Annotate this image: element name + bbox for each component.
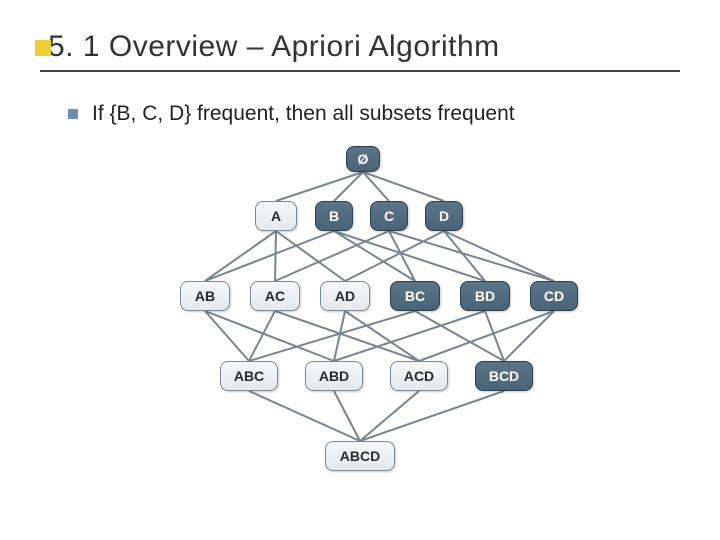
lattice-node-bd: BD bbox=[460, 281, 510, 311]
lattice-diagram: ØABCDABACADBCBDCDABCABDACDBCDABCD bbox=[140, 146, 580, 476]
lattice-node-abcd: ABCD bbox=[325, 441, 395, 471]
lattice-node-a: A bbox=[255, 201, 297, 231]
lattice-node-ad: AD bbox=[320, 281, 370, 311]
lattice-node-c: C bbox=[370, 201, 408, 231]
lattice-node-bc: BC bbox=[390, 281, 440, 311]
title-area: 5. 1 Overview – Apriori Algorithm bbox=[40, 30, 680, 72]
title-underline bbox=[40, 70, 680, 72]
slide-title: 5. 1 Overview – Apriori Algorithm bbox=[40, 30, 680, 64]
lattice-node-abd: ABD bbox=[305, 361, 363, 391]
lattice-node-acd: ACD bbox=[390, 361, 448, 391]
diagram-edges bbox=[140, 146, 580, 476]
lattice-node-ac: AC bbox=[250, 281, 300, 311]
lattice-node-abc: ABC bbox=[220, 361, 278, 391]
accent-square-icon bbox=[35, 40, 51, 56]
lattice-node-ab: AB bbox=[180, 281, 230, 311]
lattice-node-d: D bbox=[425, 201, 463, 231]
slide: 5. 1 Overview – Apriori Algorithm If {B,… bbox=[0, 0, 720, 540]
lattice-node-cd: CD bbox=[530, 281, 578, 311]
lattice-node-empty: Ø bbox=[346, 146, 380, 172]
bullet-row: If {B, C, D} frequent, then all subsets … bbox=[68, 102, 680, 126]
bullet-icon bbox=[68, 109, 78, 119]
bullet-text: If {B, C, D} frequent, then all subsets … bbox=[92, 102, 515, 126]
lattice-node-bcd: BCD bbox=[475, 361, 533, 391]
lattice-node-b: B bbox=[315, 201, 353, 231]
